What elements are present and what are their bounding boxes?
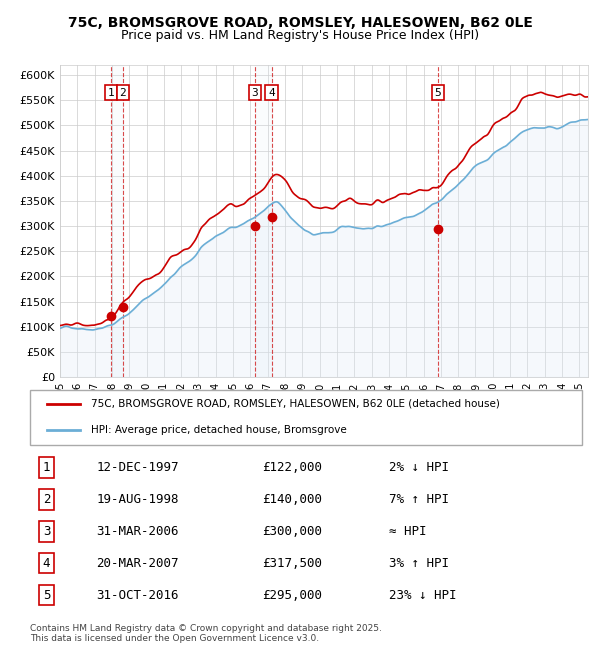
Text: 23% ↓ HPI: 23% ↓ HPI [389,589,457,602]
Text: 20-MAR-2007: 20-MAR-2007 [96,556,179,569]
Text: £122,000: £122,000 [262,462,322,474]
Text: 3: 3 [43,525,50,538]
Text: HPI: Average price, detached house, Bromsgrove: HPI: Average price, detached house, Brom… [91,425,346,435]
Text: £317,500: £317,500 [262,556,322,569]
Text: 2: 2 [43,493,50,506]
Text: 4: 4 [43,556,50,569]
Text: 75C, BROMSGROVE ROAD, ROMSLEY, HALESOWEN, B62 0LE: 75C, BROMSGROVE ROAD, ROMSLEY, HALESOWEN… [68,16,532,31]
Text: 2: 2 [119,88,126,97]
Text: 19-AUG-1998: 19-AUG-1998 [96,493,179,506]
Text: £295,000: £295,000 [262,589,322,602]
Text: 7% ↑ HPI: 7% ↑ HPI [389,493,449,506]
Text: Price paid vs. HM Land Registry's House Price Index (HPI): Price paid vs. HM Land Registry's House … [121,29,479,42]
Text: 1: 1 [107,88,115,97]
Text: 5: 5 [43,589,50,602]
Text: £300,000: £300,000 [262,525,322,538]
Text: 2% ↓ HPI: 2% ↓ HPI [389,462,449,474]
Text: 3% ↑ HPI: 3% ↑ HPI [389,556,449,569]
Text: 5: 5 [434,88,441,97]
Text: 4: 4 [268,88,275,97]
Text: 3: 3 [251,88,258,97]
Text: 1: 1 [43,462,50,474]
Text: 12-DEC-1997: 12-DEC-1997 [96,462,179,474]
Bar [255,65,272,377]
Text: 75C, BROMSGROVE ROAD, ROMSLEY, HALESOWEN, B62 0LE (detached house): 75C, BROMSGROVE ROAD, ROMSLEY, HALESOWEN… [91,399,500,409]
Text: 31-MAR-2006: 31-MAR-2006 [96,525,179,538]
Bar [111,65,123,377]
FancyBboxPatch shape [30,390,582,445]
Text: £140,000: £140,000 [262,493,322,506]
Text: Contains HM Land Registry data © Crown copyright and database right 2025.
This d: Contains HM Land Registry data © Crown c… [30,624,382,644]
Text: 31-OCT-2016: 31-OCT-2016 [96,589,179,602]
Text: ≈ HPI: ≈ HPI [389,525,426,538]
